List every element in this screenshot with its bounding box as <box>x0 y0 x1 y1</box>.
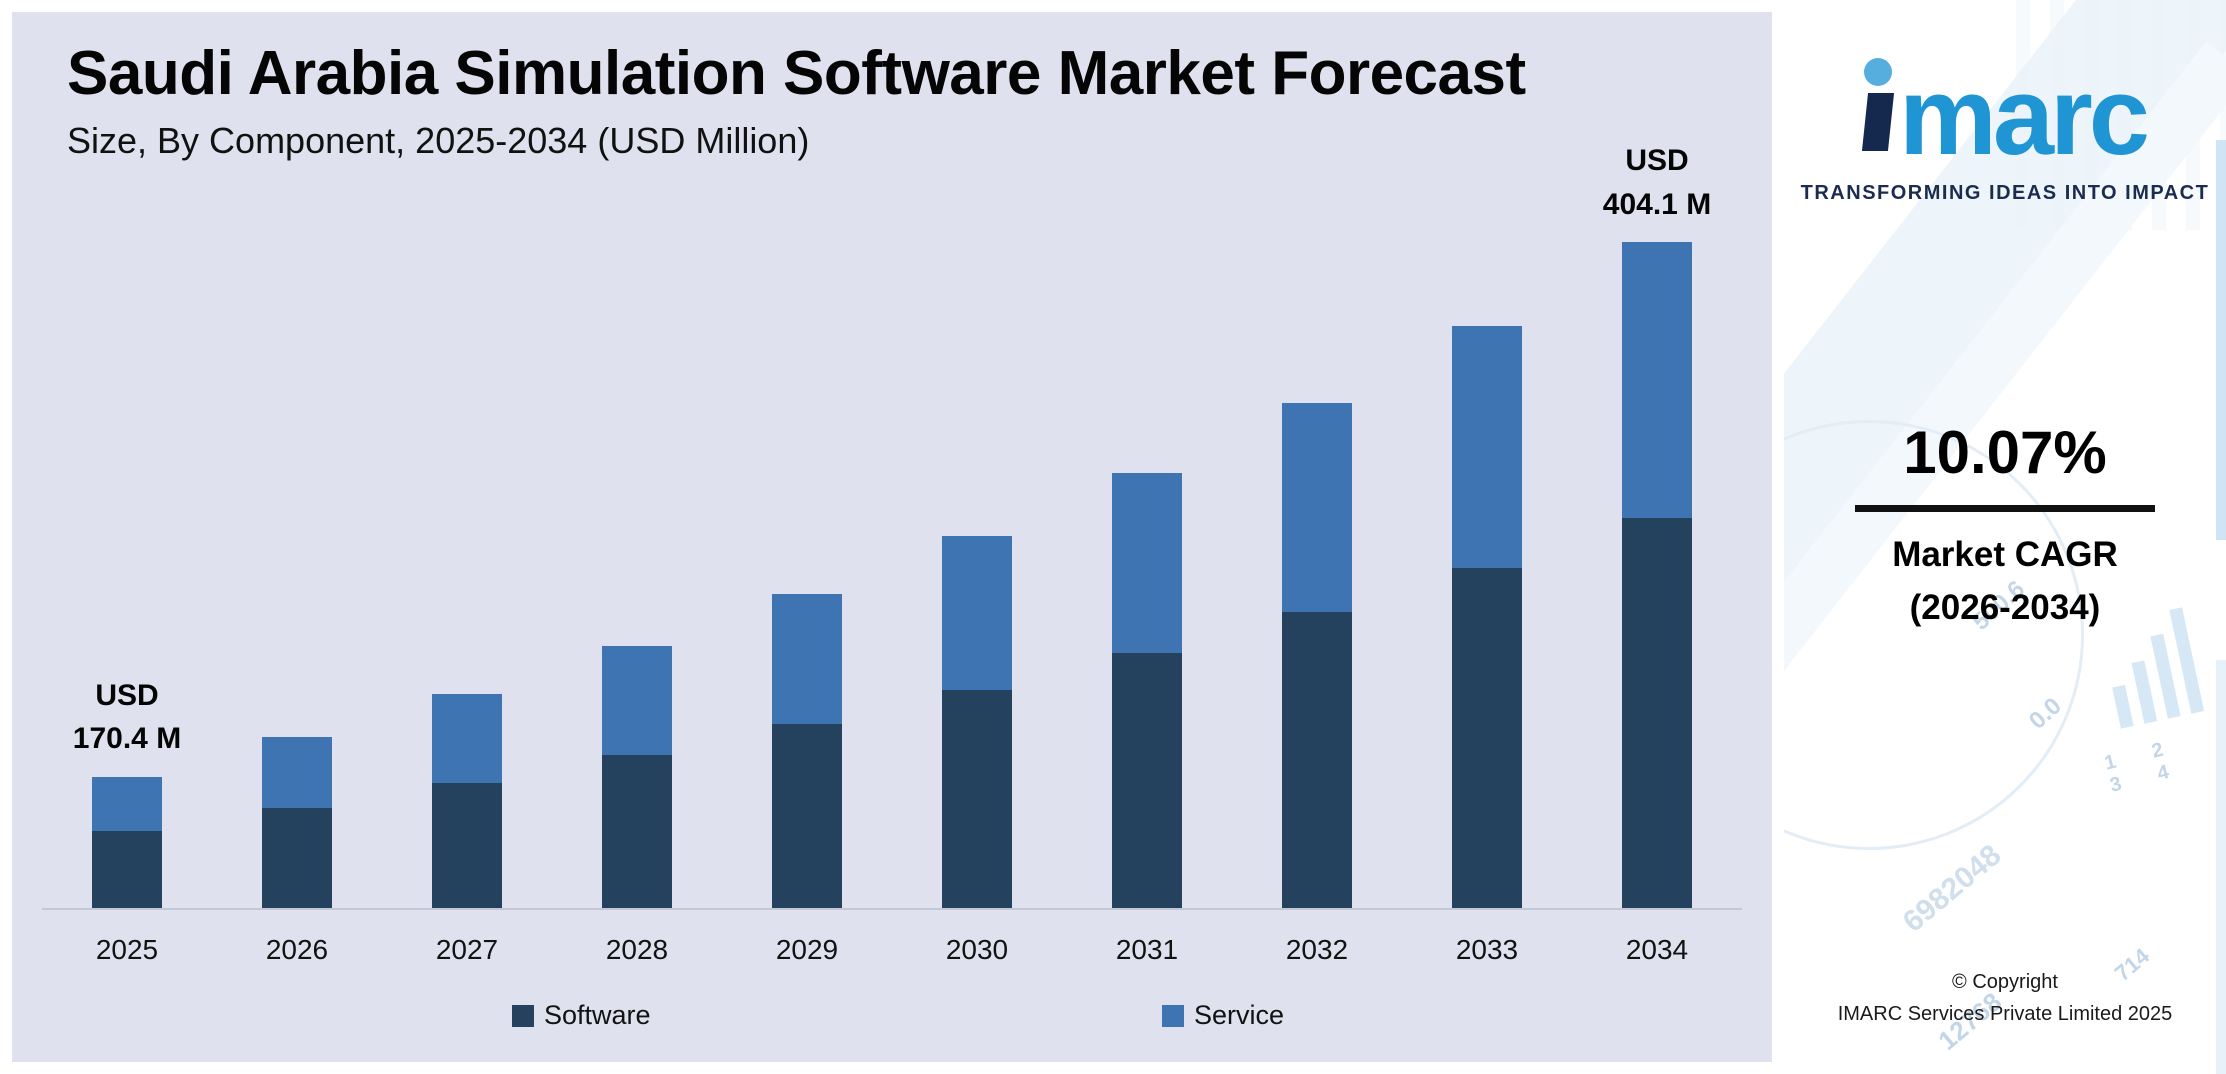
imarc-tagline: TRANSFORMING IDEAS INTO IMPACT <box>1800 182 2210 204</box>
branding-panel: 500.6 0.0 1 2 3 4 6982048 714 12768 marc… <box>1784 0 2226 1074</box>
bar-stack <box>1282 403 1352 908</box>
service-segment <box>772 594 842 724</box>
software-segment <box>432 783 502 908</box>
annotation-2025: USD 170.4 M <box>0 674 257 761</box>
chart-subtitle: Size, By Component, 2025-2034 (USD Milli… <box>67 120 810 161</box>
legend-item-service: Service <box>1162 1000 1284 1031</box>
bar-2026 <box>212 210 382 908</box>
bar-2030 <box>892 210 1062 908</box>
annotation-2034-line1: USD <box>1625 144 1689 177</box>
legend-label-software: Software <box>544 1000 651 1030</box>
x-label-2029: 2029 <box>775 934 839 965</box>
watermark-number: 0.0 <box>2023 692 2067 735</box>
bar-2034 <box>1572 210 1742 908</box>
bar-stack <box>602 646 672 908</box>
x-label-2028: 2028 <box>605 934 669 965</box>
service-segment <box>602 646 672 755</box>
software-segment <box>1282 612 1352 908</box>
x-label-2033: 2033 <box>1455 934 1519 965</box>
bar-stack <box>1112 473 1182 908</box>
bar-stack <box>262 737 332 908</box>
bar-stack <box>942 536 1012 908</box>
service-segment <box>262 737 332 808</box>
imarc-logo-i-icon <box>1861 58 1895 151</box>
imarc-logo-text: marc <box>1899 54 2150 178</box>
annotation-2025-line2: 170.4 M <box>72 722 182 756</box>
cagr-label: Market CAGR <box>1892 535 2118 574</box>
software-segment <box>92 831 162 908</box>
x-label-2034: 2034 <box>1625 934 1689 965</box>
annotation-2025-line1: USD <box>95 678 159 712</box>
bar-series-area <box>42 210 1742 908</box>
legend-item-software: Software <box>512 1000 651 1031</box>
annotation-2034-line2: 404.1 M <box>1602 187 1712 221</box>
bar-2025 <box>42 210 212 908</box>
bar-stack <box>92 777 162 908</box>
cagr-divider <box>1855 505 2155 512</box>
imarc-logo: marc <box>1784 54 2226 178</box>
x-label-2031: 2031 <box>1115 934 1179 965</box>
cagr-value: 10.07% <box>1903 419 2107 486</box>
logo-stem-icon <box>1861 93 1895 151</box>
legend: Software Service <box>42 1000 1742 1040</box>
x-label-2027: 2027 <box>435 934 499 965</box>
copyright-line2: IMARC Services Private Limited 2025 <box>1837 1003 2173 1025</box>
chart-panel: Saudi Arabia Simulation Software Market … <box>12 12 1772 1062</box>
software-segment <box>602 755 672 908</box>
cagr-period: (2026-2034) <box>1909 588 2101 627</box>
service-segment <box>1622 242 1692 518</box>
copyright-notice: © Copyright IMARC Services Private Limit… <box>1784 966 2226 1030</box>
software-segment <box>1452 568 1522 908</box>
service-segment <box>942 536 1012 690</box>
service-swatch-icon <box>1162 1004 1184 1027</box>
bar-2027 <box>382 210 552 908</box>
software-segment <box>262 808 332 908</box>
software-segment <box>942 690 1012 908</box>
x-label-2030: 2030 <box>945 934 1009 965</box>
bar-2031 <box>1062 210 1232 908</box>
plot-area: USD 170.4 M USD 404.1 M <box>42 144 1742 910</box>
copyright-line1: © Copyright <box>1952 971 2058 993</box>
software-swatch-icon <box>512 1004 534 1027</box>
bar-2028 <box>552 210 722 908</box>
software-segment <box>772 724 842 908</box>
watermark-number: 1 2 3 4 <box>2102 734 2187 797</box>
service-segment <box>432 694 502 783</box>
x-label-2026: 2026 <box>265 934 329 965</box>
bar-stack <box>432 694 502 908</box>
annotation-2034: USD 404.1 M <box>1527 139 1787 226</box>
watermark-number: 6982048 <box>1896 838 2008 939</box>
service-segment <box>1282 403 1352 612</box>
bar-stack <box>1622 242 1692 908</box>
x-label-2032: 2032 <box>1285 934 1349 965</box>
service-segment <box>1112 473 1182 653</box>
logo-dot-icon <box>1864 58 1893 86</box>
bar-stack <box>772 594 842 908</box>
bar-2029 <box>722 210 892 908</box>
x-label-2025: 2025 <box>95 934 159 965</box>
legend-label-service: Service <box>1194 1000 1285 1030</box>
service-segment <box>1452 326 1522 568</box>
bar-2032 <box>1232 210 1402 908</box>
service-segment <box>92 777 162 831</box>
software-segment <box>1112 653 1182 908</box>
software-segment <box>1622 518 1692 908</box>
chart-title: Saudi Arabia Simulation Software Market … <box>67 39 1526 108</box>
x-axis-labels: 2025 2026 2027 2028 2029 2030 2031 2032 … <box>42 934 1742 966</box>
bar-stack <box>1452 326 1522 908</box>
bar-2033 <box>1402 210 1572 908</box>
